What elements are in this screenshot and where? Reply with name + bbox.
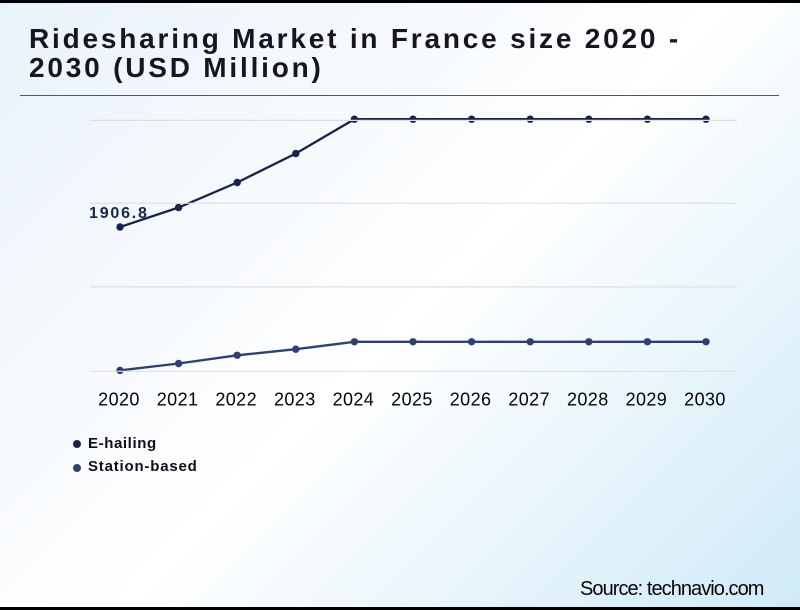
svg-text:2030: 2030 xyxy=(684,389,726,409)
svg-text:2023: 2023 xyxy=(274,389,316,409)
svg-text:2022: 2022 xyxy=(215,389,257,409)
svg-text:2026: 2026 xyxy=(450,389,492,409)
svg-text:2024: 2024 xyxy=(333,389,375,409)
svg-text:2021: 2021 xyxy=(157,389,199,409)
svg-text:2029: 2029 xyxy=(626,389,668,409)
svg-text:2020: 2020 xyxy=(98,389,140,409)
svg-text:2025: 2025 xyxy=(391,389,433,409)
svg-text:2028: 2028 xyxy=(567,389,609,409)
svg-text:2027: 2027 xyxy=(508,389,550,409)
